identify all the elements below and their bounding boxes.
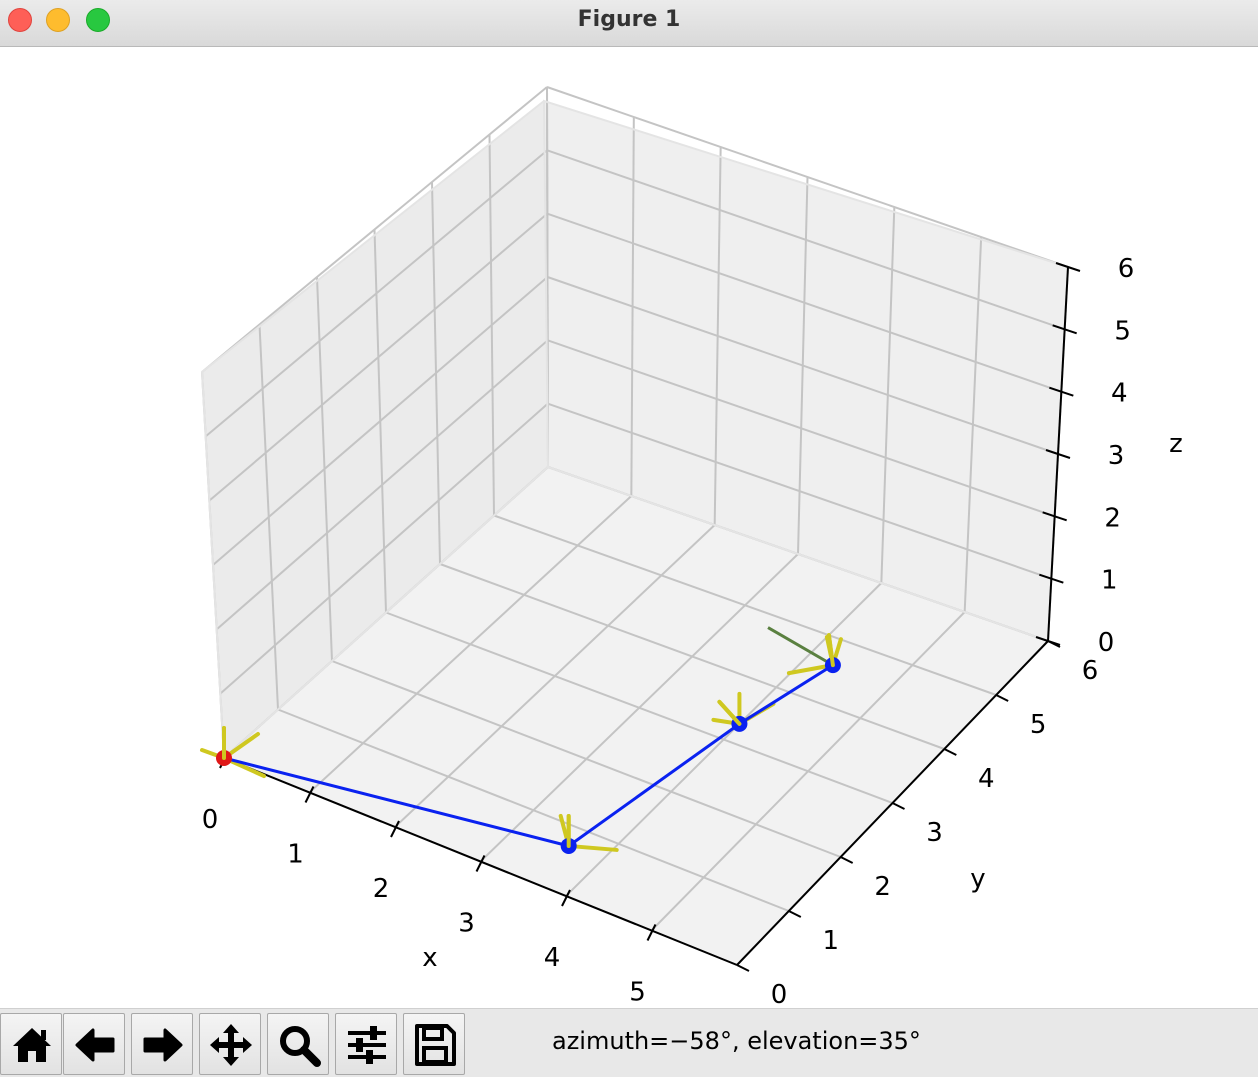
y-tick-mark <box>840 856 854 864</box>
axis-ticks <box>219 262 1081 972</box>
forward-arrow-icon <box>143 1028 183 1062</box>
x-tick-label: 0 <box>202 805 219 835</box>
zoom-magnifier-icon <box>280 1026 321 1067</box>
z-tick-label: 4 <box>1111 379 1128 409</box>
floor-grid-line-y <box>493 514 997 696</box>
x-tick-mark <box>561 889 571 907</box>
zoom-button[interactable] <box>267 1013 329 1075</box>
z-tick-mark <box>1039 573 1064 584</box>
y-tick-mark <box>943 748 957 756</box>
save-disk-icon <box>415 1024 456 1066</box>
y-tick-label: 3 <box>926 818 943 848</box>
back-button[interactable] <box>63 1013 125 1075</box>
x-tick-mark <box>646 924 657 941</box>
z-tick-label: 3 <box>1108 441 1125 471</box>
z-tick-mark <box>1042 511 1067 522</box>
z-tick-mark <box>1045 449 1071 459</box>
x-tick-label: 4 <box>544 943 561 973</box>
window-title: Figure 1 <box>577 7 681 32</box>
z-tick-label: 5 <box>1114 316 1131 346</box>
navigation-toolbar: azimuth=−58°, elevation=35° <box>0 1008 1258 1077</box>
y-tick-mark <box>995 694 1009 702</box>
back-arrow-icon <box>75 1028 115 1062</box>
configure-subplots-button[interactable] <box>335 1013 397 1075</box>
left-wall-grid-line-z <box>201 86 548 373</box>
axis-labels: x y z <box>422 429 1183 973</box>
frame-axis-line <box>717 699 742 726</box>
pane-left-wall <box>202 101 548 758</box>
y-axis-label: y <box>970 864 985 894</box>
frame-axis-line <box>566 843 619 852</box>
back-wall-grid-line-z <box>546 86 1069 268</box>
frame-axis-line <box>826 633 835 668</box>
forward-button[interactable] <box>131 1013 193 1075</box>
home-button[interactable] <box>0 1013 62 1075</box>
z-tick-label: 0 <box>1098 628 1115 658</box>
y-tick-label: 0 <box>771 980 788 1007</box>
y-tick-mark <box>892 802 905 810</box>
home-icon <box>13 1028 51 1062</box>
view-angle-status: azimuth=−58°, elevation=35° <box>552 1027 921 1055</box>
x-tick-label: 1 <box>287 840 304 870</box>
pan-move-icon <box>210 1024 252 1066</box>
x-tick-mark <box>304 786 315 803</box>
z-tick-mark <box>1049 386 1074 397</box>
y-tick-label: 5 <box>1030 710 1047 740</box>
pane-back-wall <box>544 101 1068 641</box>
plot-data <box>200 626 843 854</box>
pane-edge-left <box>200 100 549 761</box>
end-effector-segment <box>767 626 834 667</box>
axis-panes <box>202 101 1068 965</box>
x-tick-mark <box>475 855 486 872</box>
close-window-button[interactable] <box>8 8 32 32</box>
y-tick-label: 1 <box>823 926 840 956</box>
z-axis-label: z <box>1169 429 1183 459</box>
y-tick-label: 4 <box>978 764 995 794</box>
x-tick-label: 3 <box>458 909 475 939</box>
configure-subplots-icon <box>348 1026 386 1064</box>
x-tick-label: 5 <box>629 978 646 1008</box>
z-tick-label: 1 <box>1101 566 1118 596</box>
x-axis-label: x <box>422 943 437 973</box>
minimize-window-button[interactable] <box>46 8 70 32</box>
pan-button[interactable] <box>199 1013 261 1075</box>
left-wall-grid-line-y <box>488 134 495 516</box>
y-tick-mark <box>736 964 750 972</box>
maximize-window-button[interactable] <box>86 8 110 32</box>
z-tick-mark <box>1052 324 1077 335</box>
y-tick-mark <box>788 910 802 918</box>
x-tick-label: 2 <box>373 874 390 904</box>
y-tick-label: 6 <box>1082 656 1099 686</box>
save-button[interactable] <box>403 1013 465 1075</box>
z-tick-label: 6 <box>1118 254 1135 284</box>
z-tick-mark <box>1035 636 1061 646</box>
x-tick-mark <box>390 820 400 838</box>
z-tick-mark <box>1055 262 1081 272</box>
z-tick-label: 2 <box>1104 503 1121 533</box>
chain-line <box>223 663 834 848</box>
back-wall-grid-line-x <box>963 236 983 613</box>
y-tick-label: 2 <box>874 872 891 902</box>
title-bar: Figure 1 <box>0 0 1258 47</box>
